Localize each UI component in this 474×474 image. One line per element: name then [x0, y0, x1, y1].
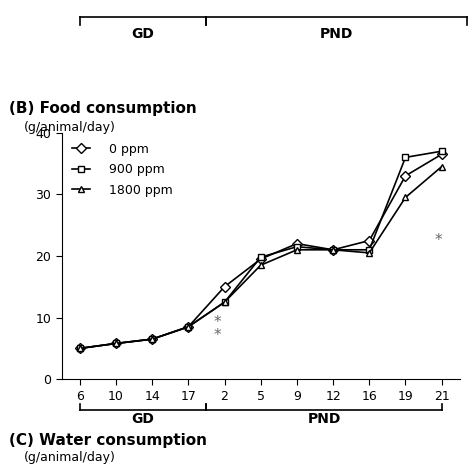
Text: PND: PND [320, 27, 353, 42]
Text: (g/animal/day): (g/animal/day) [24, 121, 116, 134]
Text: (B) Food consumption: (B) Food consumption [9, 101, 197, 116]
Text: *: * [213, 328, 221, 344]
Text: (g/animal/day): (g/animal/day) [24, 451, 116, 464]
Text: *: * [213, 315, 221, 330]
Text: *: * [434, 233, 442, 248]
Text: PND: PND [307, 412, 341, 427]
Legend: 0 ppm, 900 ppm, 1800 ppm: 0 ppm, 900 ppm, 1800 ppm [68, 139, 177, 201]
Text: GD: GD [132, 27, 155, 42]
Text: (C) Water consumption: (C) Water consumption [9, 433, 208, 448]
Text: GD: GD [132, 412, 155, 427]
